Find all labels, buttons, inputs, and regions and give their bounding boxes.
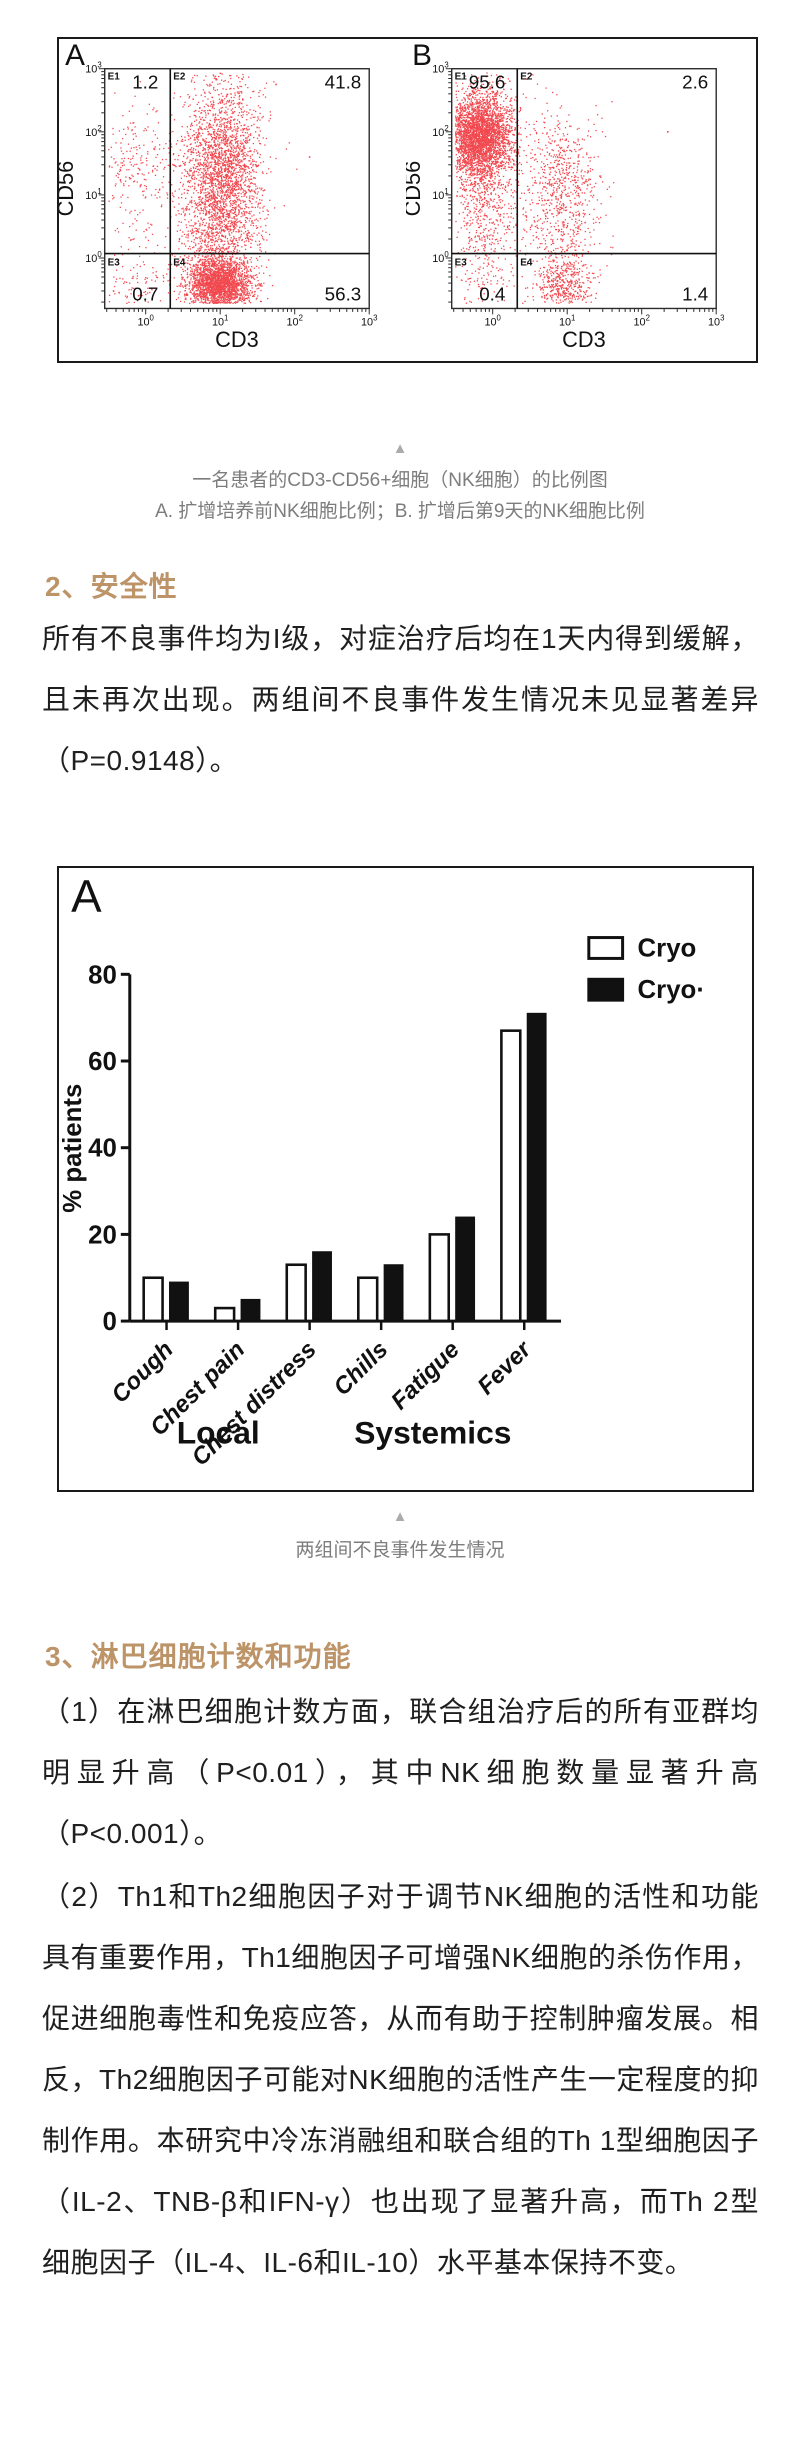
x-label-Cough: Cough — [106, 1336, 178, 1408]
legend-swatch-Cryo — [587, 936, 625, 960]
bar-solid-Fever — [526, 1012, 547, 1322]
adverse-events-figure: A Cryo Cryo· 0 20 40 60 80% patients Cough Chest … — [57, 866, 754, 1492]
figure2-caption-arrow-icon: ▲ — [392, 1508, 408, 1525]
flow-panel-a: A 100 100 101 101 102 102 103 103 CD3 CD56 E1 E2 E3 E4… — [53, 39, 406, 358]
bar-solid-Cough — [169, 1281, 189, 1322]
svg-text:CD3: CD3 — [215, 327, 259, 352]
bar-open-Cough — [142, 1276, 164, 1323]
svg-text:103: 103 — [85, 61, 101, 76]
svg-text:100: 100 — [137, 313, 154, 328]
flow-cytometry-figure: A 100 100 101 101 102 102 103 103 CD3 CD56 E1 E2 E3 E4… — [53, 37, 758, 363]
svg-text:A: A — [65, 39, 85, 72]
svg-text:100: 100 — [85, 250, 102, 265]
bar-open-Fatigue — [428, 1233, 451, 1323]
section3-heading: 3、淋巴细胞计数和功能 — [45, 1641, 352, 1672]
x-label-Chest distress: Chest distress — [187, 1336, 322, 1471]
bar-solid-Chills — [383, 1264, 404, 1322]
scatter-points — [454, 72, 669, 304]
legend-label: Cryo — [638, 934, 697, 962]
bar-chart: A Cryo Cryo· 0 20 40 60 80% patients Cough Chest … — [59, 868, 752, 1490]
bar-open-Chest distress — [285, 1263, 307, 1323]
section2-heading: 2、安全性 — [45, 571, 178, 602]
scatter-points — [108, 72, 311, 304]
legend-label: Cryo· — [638, 976, 705, 1004]
svg-text:101: 101 — [212, 313, 228, 328]
bar-open-Fever — [500, 1029, 522, 1323]
section2-paragraph: 所有不良事件均为I级，对症治疗后均在1天内得到缓解，且未再次出现。两组间不良事件… — [42, 623, 759, 776]
bar-open-Chest pain — [213, 1306, 236, 1323]
x-label-Fever: Fever — [472, 1335, 537, 1400]
figure2-caption: 两组间不良事件发生情况 — [295, 1540, 505, 1561]
svg-text:103: 103 — [361, 313, 377, 328]
section3-paragraph-2: （2）Th1和Th2细胞因子对于调节NK细胞的活性和功能具有重要作用，Th1细胞… — [42, 1881, 759, 2278]
svg-text:102: 102 — [85, 124, 101, 139]
figure1-caption-line2: A. 扩增培养前NK细胞比例；B. 扩增后第9天的NK细胞比例 — [155, 501, 645, 522]
flow-panel-b: B 100 100 101 101 102 102 103 103 CD3 CD56 E1 E2 E3 E4… — [400, 39, 753, 358]
figure1-caption-line1: 一名患者的CD3-CD56+细胞（NK细胞）的比例图 — [192, 470, 608, 491]
axis-ticks — [445, 68, 717, 315]
legend-swatch-Cryo· — [587, 977, 625, 1002]
bar-solid-Chest distress — [312, 1251, 332, 1322]
axis-ticks — [98, 68, 370, 315]
bar-solid-Chest pain — [240, 1298, 261, 1322]
section3-paragraph-1: （1）在淋巴细胞计数方面，联合组治疗后的所有亚群均明显升高（P<0.01），其中… — [42, 1696, 759, 1849]
figure1-caption-arrow-icon: ▲ — [392, 440, 408, 457]
group-label-Systemics: Systemics — [354, 1414, 511, 1450]
x-label-Fatigue: Fatigue — [386, 1336, 465, 1415]
bar-open-Chills — [357, 1276, 379, 1323]
svg-text:101: 101 — [85, 187, 101, 202]
svg-text:102: 102 — [286, 313, 302, 328]
group-label-Local: Local — [177, 1414, 260, 1450]
bar-solid-Fatigue — [455, 1216, 476, 1322]
x-label-Chills: Chills — [328, 1336, 393, 1401]
svg-text:CD56: CD56 — [59, 161, 78, 217]
